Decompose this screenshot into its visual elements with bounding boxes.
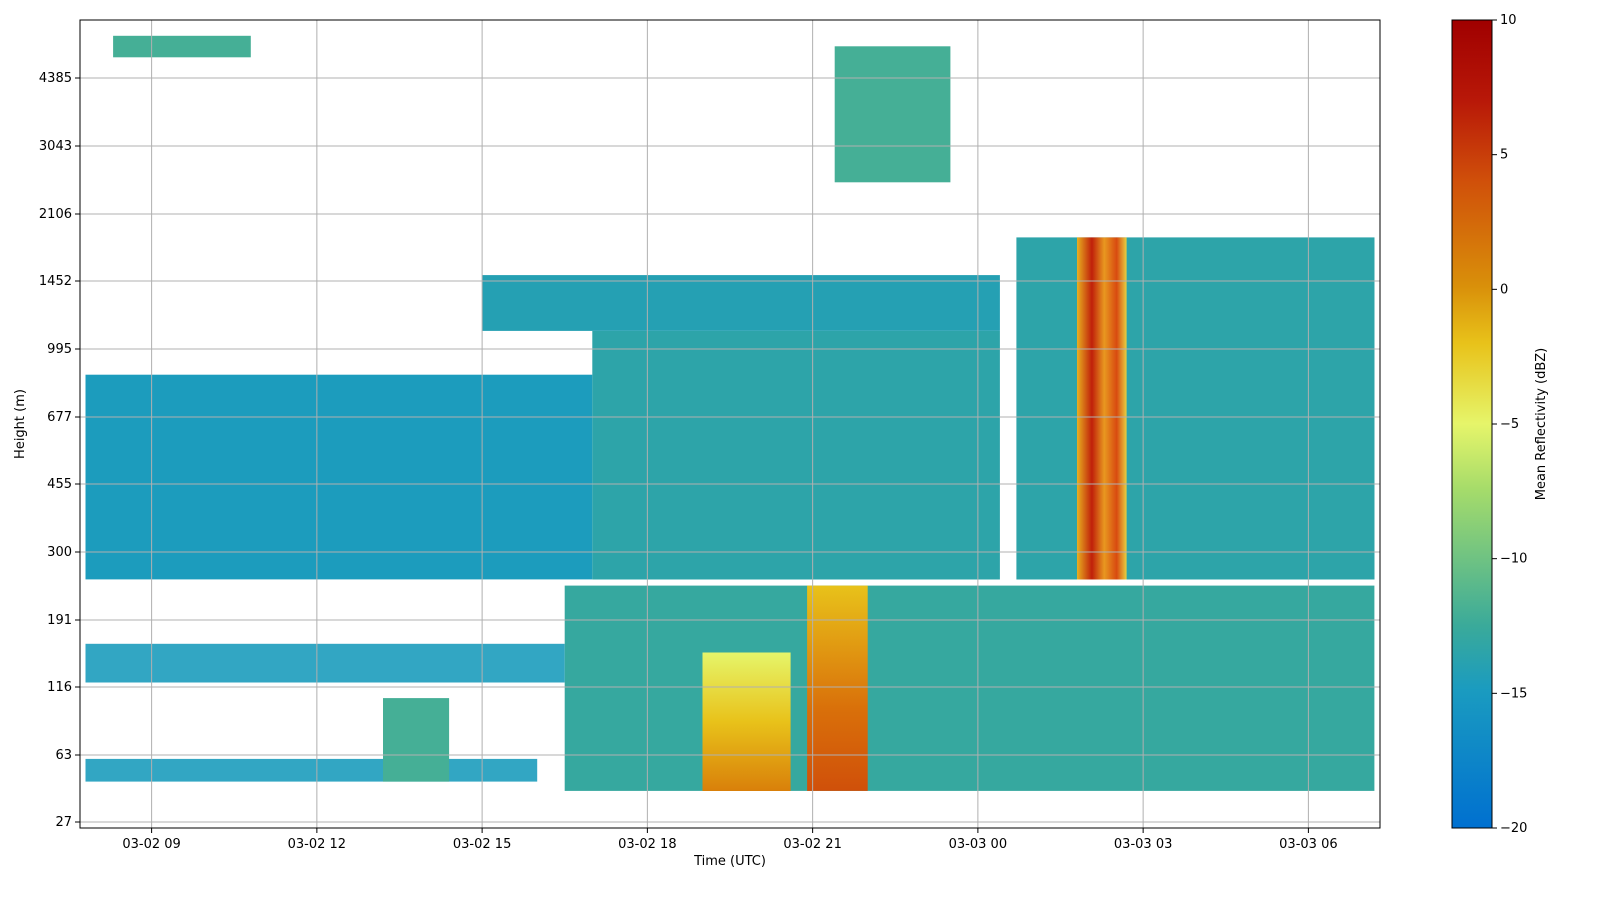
reflectivity-region (564, 585, 1375, 791)
reflectivity-region (85, 643, 565, 683)
x-tick-label: 03-03 03 (1114, 837, 1172, 852)
x-tick-label: 03-02 18 (618, 837, 676, 852)
y-tick-label: 1452 (39, 274, 72, 289)
x-tick-label: 03-02 09 (122, 837, 180, 852)
colorbar-ticks: −20 −15 −10 −5 0 5 10 (1492, 13, 1527, 836)
y-tick-label: 455 (47, 477, 72, 492)
x-tick-label: 03-02 12 (288, 837, 346, 852)
reflectivity-region (482, 275, 1000, 331)
x-tick-label: 03-03 00 (949, 837, 1007, 852)
x-axis: 03-02 09 03-02 12 03-02 15 03-02 18 03-02 21… (122, 828, 1338, 852)
y-tick-label: 191 (47, 613, 72, 628)
x-tick-label: 03-03 06 (1279, 837, 1337, 852)
y-axis-label: Height (m) (13, 389, 28, 459)
reflectivity-region (85, 374, 593, 580)
y-tick-label: 2106 (39, 207, 72, 222)
y-tick-label: 3043 (39, 139, 72, 154)
reflectivity-region (113, 35, 251, 58)
y-tick-label: 4385 (39, 71, 72, 86)
x-tick-label: 03-02 15 (453, 837, 511, 852)
y-tick-label: 63 (55, 748, 72, 763)
y-tick-label: 27 (55, 815, 72, 830)
reflectivity-region (702, 652, 791, 791)
y-tick-label: 677 (47, 410, 72, 425)
y-tick-label: 300 (47, 545, 72, 560)
colorbar-tick-label: 10 (1500, 13, 1517, 28)
reflectivity-region (592, 331, 1000, 580)
reflectivity-region (807, 585, 868, 791)
reflectivity-region (85, 758, 538, 782)
y-tick-label: 995 (47, 342, 72, 357)
colorbar-tick-label: −5 (1500, 417, 1519, 432)
colorbar-tick-label: −15 (1500, 686, 1527, 701)
colorbar-tick-label: −10 (1500, 552, 1527, 567)
colorbar-tick-label: 0 (1500, 282, 1508, 297)
colorbar-tick-label: 5 (1500, 148, 1508, 163)
colorbar-tick-label: −20 (1500, 821, 1527, 836)
x-tick-label: 03-02 21 (783, 837, 841, 852)
x-axis-label: Time (UTC) (693, 854, 766, 869)
reflectivity-region (834, 46, 951, 183)
reflectivity-region (1016, 237, 1375, 580)
colorbar-gradient (1451, 19, 1493, 829)
grid-lines (80, 20, 1380, 828)
y-axis: 27 63 116 191 300 455 677 995 1452 2106 3043 4385 (39, 71, 80, 830)
plot-area (79, 19, 1381, 829)
colorbar-label: Mean Reflectivity (dBZ) (1534, 348, 1549, 501)
reflectivity-field (85, 35, 1375, 791)
y-tick-label: 116 (47, 680, 72, 695)
reflectivity-region (1077, 237, 1127, 580)
colorbar: −20 −15 −10 −5 0 5 10 Mean Reflectivity (dBZ) (1451, 13, 1549, 836)
reflectivity-region (383, 698, 450, 782)
